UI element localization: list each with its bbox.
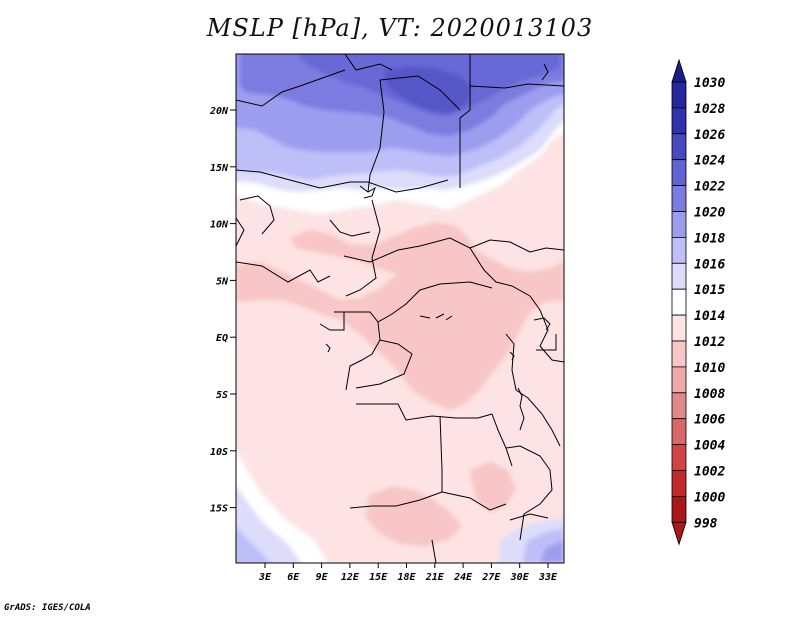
legend-label: 1022	[694, 180, 725, 195]
legend-swatch	[671, 418, 687, 446]
lat-tick-label: 20N	[209, 106, 229, 117]
legend-label: 1012	[694, 335, 725, 350]
lon-tick-label: 33E	[538, 572, 558, 583]
legend-label: 1000	[694, 490, 725, 505]
legend-arrow-top	[671, 58, 687, 83]
grads-credit: GrADS: IGES/COLA	[4, 603, 91, 613]
legend-swatch	[671, 470, 687, 497]
lat-tick-label: 5S	[216, 390, 228, 401]
legend-swatch	[671, 236, 687, 264]
lon-tick-label: 6E	[287, 572, 300, 583]
contour-1016-south	[236, 526, 271, 563]
contour-1015-south	[236, 486, 302, 563]
lon-tick-label: 30E	[510, 572, 530, 583]
contour-1026	[385, 66, 472, 114]
legend-label: 1015	[694, 283, 725, 298]
legend-swatch	[671, 107, 687, 135]
legend-swatch	[671, 340, 687, 368]
legend-label: 1024	[694, 154, 725, 169]
lon-tick-label: 9E	[316, 572, 329, 583]
legend-arrow-bottom	[671, 521, 687, 546]
lon-tick-label: 27E	[481, 572, 501, 583]
chart-title: MSLP [hPa], VT: 2020013103	[206, 14, 594, 42]
legend-label: 998	[694, 516, 718, 531]
longitude-axis: 3E 6E 9E 12E 15E 18E 21E 24E 27E 30E 33E	[258, 563, 558, 583]
lat-tick-label: 15S	[210, 504, 228, 515]
legend-swatch	[671, 288, 687, 316]
contour-1010-east	[470, 462, 516, 512]
lon-tick-label: 15E	[369, 572, 388, 583]
legend-swatch	[671, 444, 687, 471]
legend-label: 1026	[694, 128, 725, 143]
legend-label: 1014	[694, 309, 725, 324]
lat-tick-label: EQ	[216, 333, 228, 344]
lon-tick-label: 21E	[425, 572, 445, 583]
legend-swatch	[671, 262, 687, 290]
legend-swatch	[671, 366, 687, 394]
lat-tick-label: 15N	[210, 163, 229, 174]
legend-swatch	[671, 495, 687, 523]
legend-swatch	[671, 185, 687, 212]
map-frame	[235, 53, 565, 564]
lon-tick-label: 18E	[397, 572, 416, 583]
lat-tick-label: 5N	[216, 276, 229, 287]
lon-tick-label: 24E	[453, 572, 473, 583]
pressure-field	[236, 54, 564, 563]
legend-label: 1010	[694, 361, 725, 376]
contour-1020-mozambique	[540, 540, 564, 563]
legend-swatch	[671, 211, 687, 238]
legend-label: 1002	[694, 465, 725, 480]
legend-label: 1006	[694, 413, 725, 428]
country-borders	[236, 54, 564, 563]
lat-tick-label: 10N	[210, 220, 229, 231]
legend-label: 1028	[694, 102, 725, 117]
legend-label: 1018	[694, 231, 725, 246]
legend-swatch	[671, 314, 687, 342]
legend-label: 1016	[694, 257, 725, 272]
lon-tick-label: 12E	[341, 572, 360, 583]
legend-swatch	[671, 81, 687, 109]
contour-1010-angola	[366, 486, 462, 546]
lat-tick-label: 10S	[210, 447, 228, 458]
legend-swatch	[671, 133, 687, 161]
legend-label: 1004	[694, 439, 725, 454]
latitude-axis: 20N 15N 10N 5N EQ 5S 10S 15S	[209, 106, 236, 515]
legend-swatch	[671, 159, 687, 186]
legend-label: 1008	[694, 387, 725, 402]
lon-tick-label: 3E	[258, 572, 272, 583]
legend-swatch	[671, 392, 687, 420]
legend-label: 1030	[694, 76, 725, 91]
contour-1010-north	[290, 222, 476, 274]
legend-label: 1020	[694, 206, 725, 221]
